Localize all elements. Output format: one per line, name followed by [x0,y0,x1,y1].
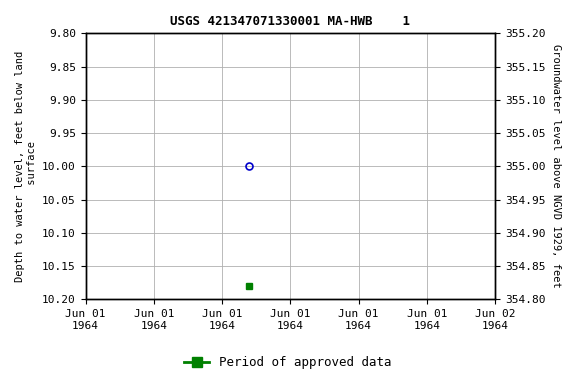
Legend: Period of approved data: Period of approved data [179,351,397,374]
Y-axis label: Depth to water level, feet below land
 surface: Depth to water level, feet below land su… [15,51,37,282]
Y-axis label: Groundwater level above NGVD 1929, feet: Groundwater level above NGVD 1929, feet [551,45,561,288]
Title: USGS 421347071330001 MA-HWB    1: USGS 421347071330001 MA-HWB 1 [170,15,411,28]
